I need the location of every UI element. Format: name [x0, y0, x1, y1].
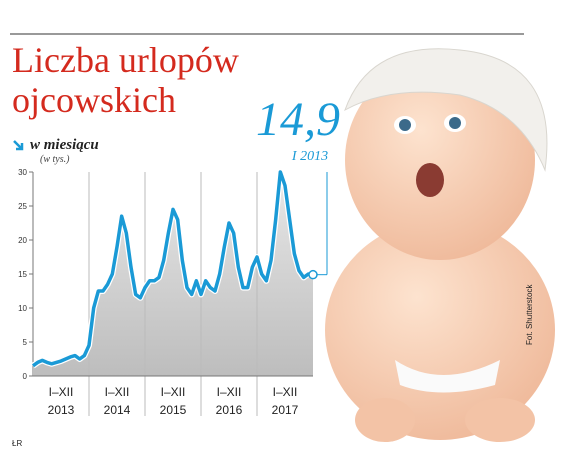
- x-group-year: 2014: [104, 403, 131, 417]
- x-group-year: 2017: [272, 403, 299, 417]
- subtitle: w miesiącu: [30, 137, 99, 153]
- x-group-year: 2016: [216, 403, 243, 417]
- y-tick-label: 10: [18, 304, 27, 313]
- x-group-label: I–XII: [49, 385, 74, 399]
- highlight-value: 14,9: [256, 93, 340, 146]
- y-tick-label: 25: [18, 202, 27, 211]
- area: [33, 172, 313, 376]
- y-tick-label: 15: [18, 270, 27, 279]
- x-group-label: I–XII: [273, 385, 298, 399]
- unit: (w tys.): [40, 154, 70, 165]
- y-tick-label: 30: [18, 168, 27, 177]
- x-group-label: I–XII: [217, 385, 242, 399]
- y-tick-label: 5: [23, 338, 28, 347]
- x-group-year: 2015: [160, 403, 187, 417]
- y-tick-label: 20: [18, 236, 27, 245]
- title: Liczba urlopów: [12, 40, 239, 80]
- highlight-period: I 2013: [291, 149, 328, 164]
- author: ŁR: [12, 439, 22, 448]
- title: ojcowskich: [12, 80, 176, 120]
- x-group-label: I–XII: [161, 385, 186, 399]
- arrow-icon: [13, 140, 24, 151]
- end-point: [308, 269, 318, 280]
- photo-credit: Fot. Shutterstock: [525, 284, 534, 345]
- x-group-year: 2013: [48, 403, 75, 417]
- x-group-label: I–XII: [105, 385, 130, 399]
- baby-photo: [325, 48, 555, 442]
- plot: 0 5 10 15 20 25 30 I–XII 2013 I–XII 2014 I–XII 2015 I…: [18, 168, 328, 417]
- line: [31, 170, 314, 368]
- y-tick-label: 0: [23, 372, 28, 381]
